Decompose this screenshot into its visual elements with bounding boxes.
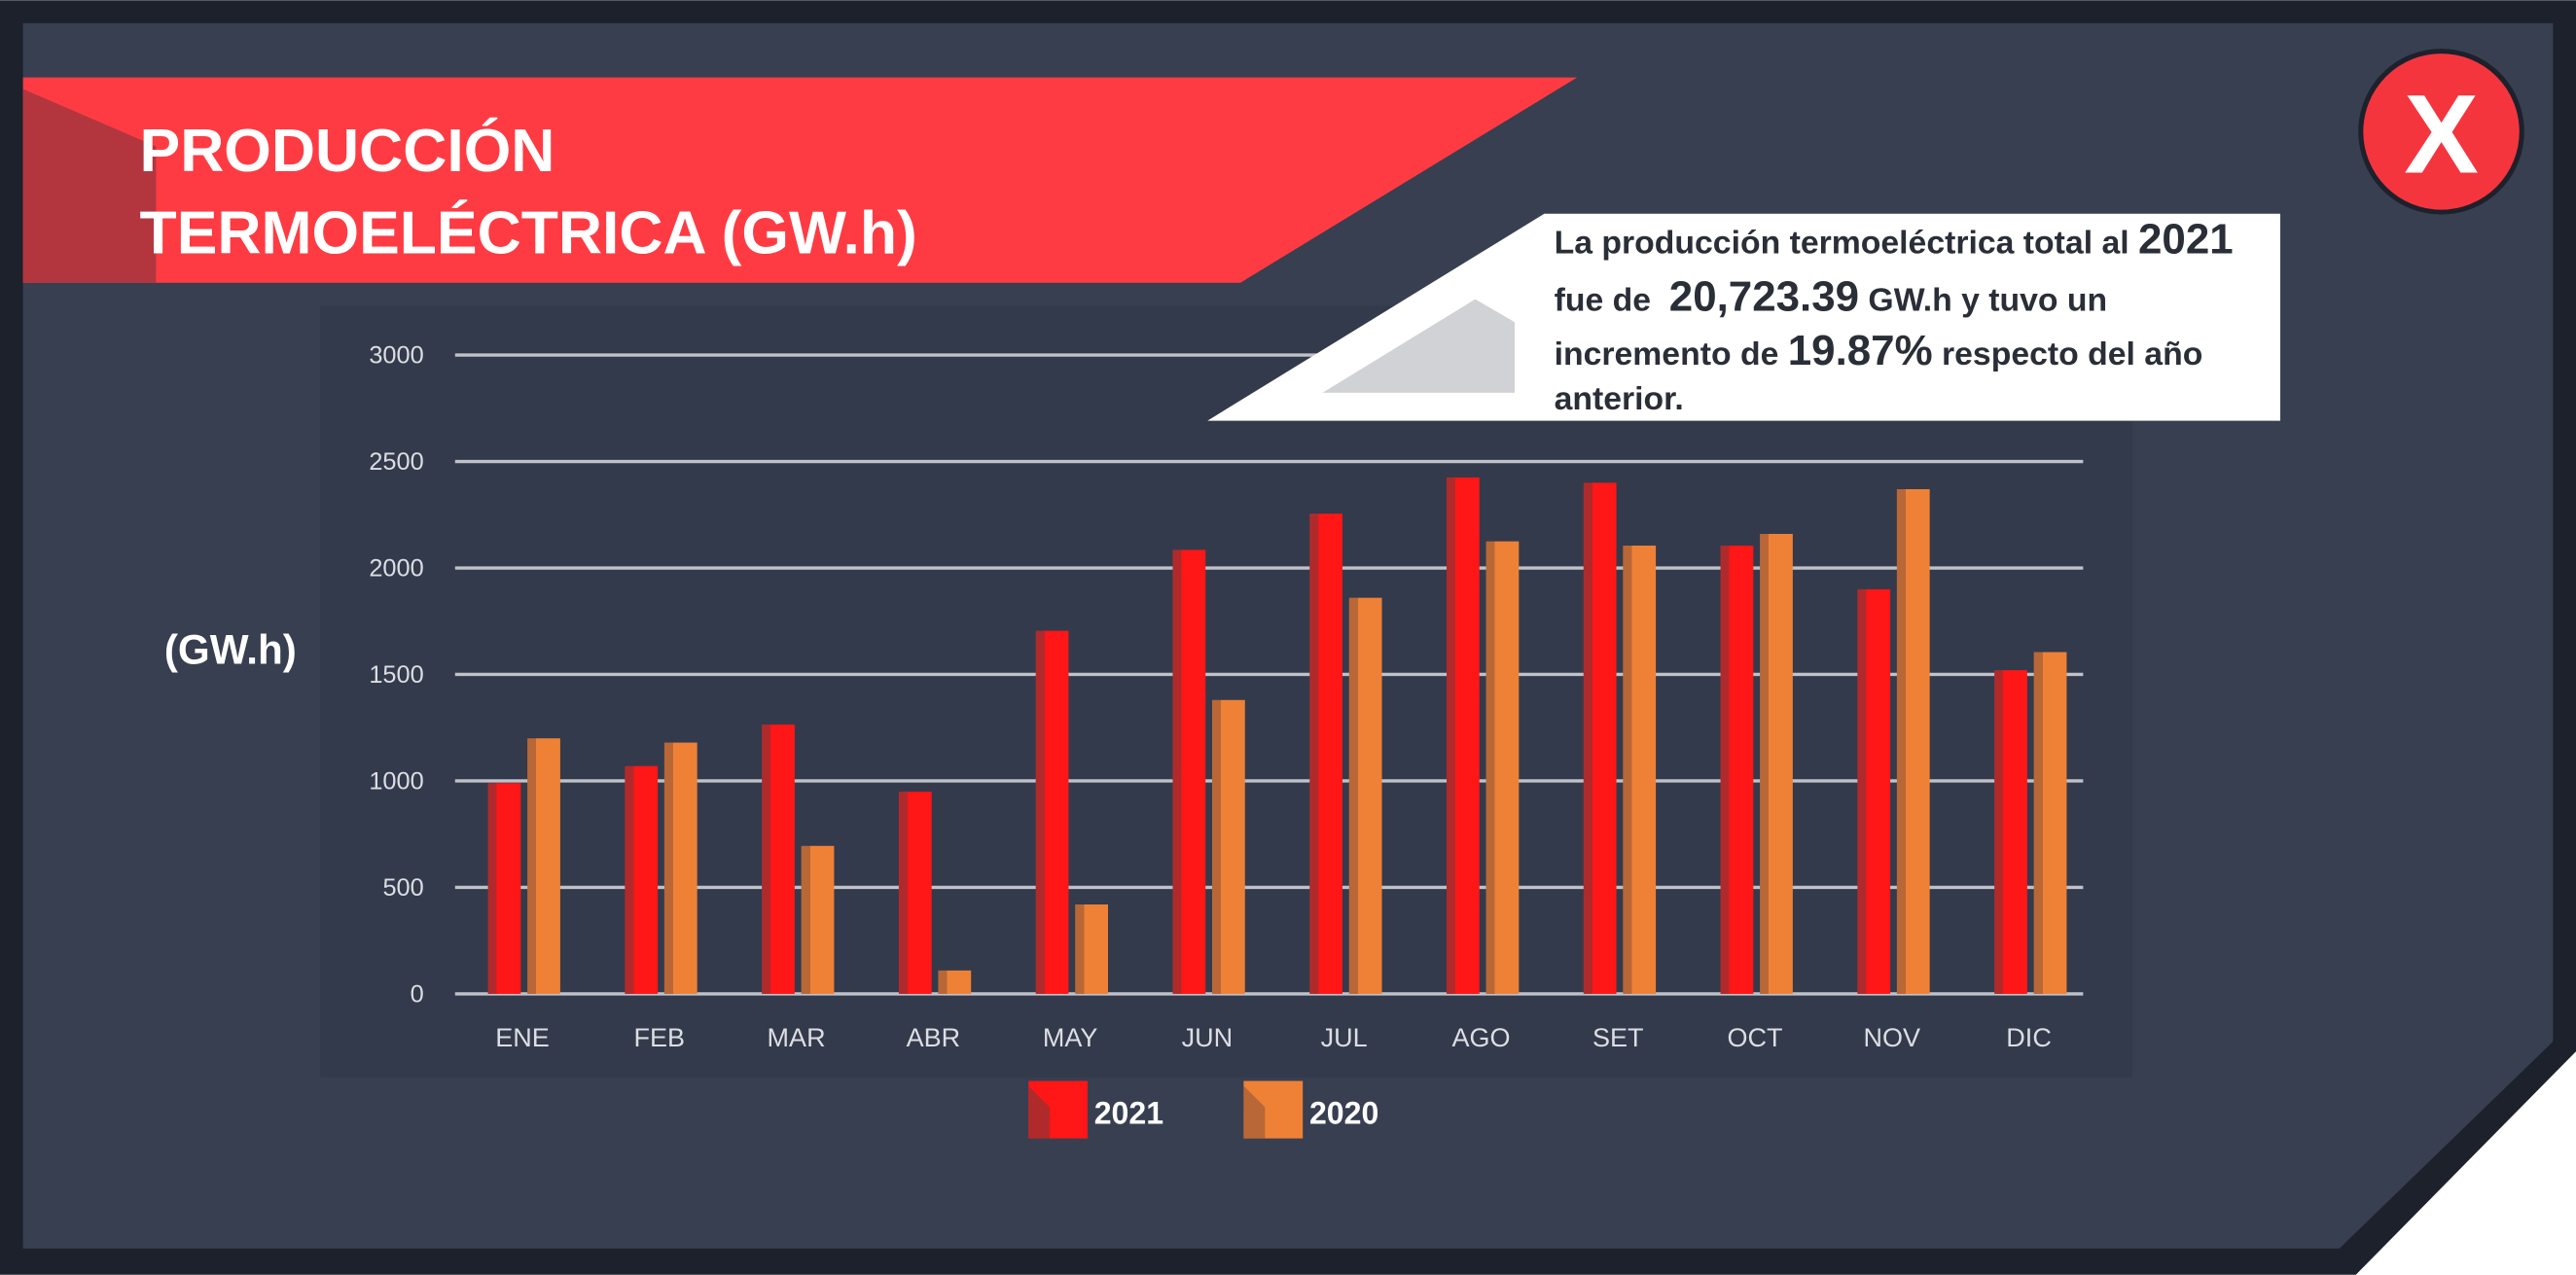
banner-background xyxy=(22,77,1578,283)
info-callout: La producción termoeléctrica total al 20… xyxy=(1207,213,2281,421)
callout-increase-value: 19.87% xyxy=(1788,327,1933,374)
bar-2021-mar xyxy=(762,724,795,994)
callout-line-3: incremento de 19.87% respecto del año xyxy=(1555,327,2203,374)
bar-2020-mar xyxy=(801,845,835,994)
title-banner: PRODUCCIÓN TERMOELÉCTRICA (GW.h) xyxy=(22,77,1578,283)
x-tick-label: JUN xyxy=(1182,1023,1234,1052)
x-tick-label: MAY xyxy=(1043,1023,1098,1052)
close-button-circle[interactable] xyxy=(2358,49,2524,215)
callout-decoration xyxy=(1322,299,1516,393)
y-tick-label: 2500 xyxy=(369,448,423,476)
bar-2020-ene xyxy=(527,738,560,994)
bar-2020-set xyxy=(1623,546,1657,994)
bar-2021-ene xyxy=(487,783,521,994)
bar-2021-dic xyxy=(1994,670,2027,994)
x-tick-label: ENE xyxy=(495,1023,550,1052)
callout-text: respecto del año xyxy=(1933,336,2203,372)
callout-text: La producción termoeléctrica total al xyxy=(1555,224,2138,261)
bar-2020-nov xyxy=(1896,488,1930,994)
y-tick-label: 500 xyxy=(382,874,423,902)
chart-bars xyxy=(487,477,2067,994)
bar-2020-abr xyxy=(938,970,972,994)
legend-label: 2020 xyxy=(1309,1095,1378,1130)
bar-2020-jul xyxy=(1348,597,1382,994)
callout-text: incremento de xyxy=(1555,336,1788,372)
x-tick-label: OCT xyxy=(1728,1023,1783,1052)
legend-swatch-shade xyxy=(1243,1085,1266,1139)
x-tick-label: JUL xyxy=(1321,1023,1368,1052)
banner-accent xyxy=(22,89,157,283)
x-tick-label: ABR xyxy=(907,1023,961,1052)
x-tick-label: SET xyxy=(1592,1023,1644,1052)
y-tick-label: 2000 xyxy=(369,554,423,582)
chart-legend: 2021 2020 xyxy=(1028,1080,1378,1139)
callout-line-1: La producción termoeléctrica total al 20… xyxy=(1555,215,2234,263)
page-title-line-1: PRODUCCIÓN xyxy=(140,117,555,185)
y-tick-label: 1000 xyxy=(369,767,423,795)
x-tick-label: FEB xyxy=(634,1023,686,1052)
x-tick-label: MAR xyxy=(768,1023,826,1052)
x-tick-label: NOV xyxy=(1864,1023,1921,1052)
legend-item-2021: 2021 xyxy=(1028,1080,1163,1139)
page-title-line-2: TERMOELÉCTRICA (GW.h) xyxy=(140,198,917,266)
legend-swatch-shade xyxy=(1028,1085,1051,1139)
y-tick-label: 0 xyxy=(411,980,424,1008)
bar-2021-jul xyxy=(1309,514,1342,994)
bar-2021-feb xyxy=(625,765,659,994)
bar-2020-dic xyxy=(2033,652,2067,994)
close-button[interactable]: X xyxy=(2358,49,2524,215)
bar-2020-feb xyxy=(663,742,698,994)
close-icon[interactable]: X xyxy=(2404,73,2479,197)
x-tick-label: AGO xyxy=(1451,1023,1510,1052)
bar-2020-may xyxy=(1075,903,1108,994)
x-axis: ENE FEB MAR ABR MAY JUN JUL AGO SET OCT NOV DIC xyxy=(495,1023,2052,1052)
y-axis-label: (GW.h) xyxy=(164,627,297,673)
callout-year: 2021 xyxy=(2138,215,2234,263)
bar-2020-oct xyxy=(1760,533,1793,994)
bar-2021-may xyxy=(1035,630,1069,994)
bar-2020-jun xyxy=(1211,699,1245,994)
callout-text: fue de xyxy=(1555,281,1669,318)
callout-line-2: fue de 20,723.39 GW.h y tuvo un xyxy=(1555,272,2108,320)
callout-line-4: anterior. xyxy=(1555,380,1684,417)
bar-2021-set xyxy=(1583,482,1617,994)
x-tick-label: DIC xyxy=(2006,1023,2052,1052)
bar-2021-ago xyxy=(1447,477,1480,994)
callout-total-value: 20,723.39 xyxy=(1669,272,1859,320)
chart-grid: 0 500 1000 1500 2000 2500 3000 xyxy=(369,341,2084,1008)
y-tick-label: 3000 xyxy=(369,341,423,369)
bar-2021-oct xyxy=(1720,546,1754,994)
bar-2021-jun xyxy=(1172,549,1206,994)
legend-label: 2021 xyxy=(1094,1095,1163,1130)
bar-2020-ago xyxy=(1485,541,1520,994)
bar-2021-abr xyxy=(898,791,932,994)
callout-text: GW.h y tuvo un xyxy=(1859,281,2107,318)
y-tick-label: 1500 xyxy=(369,661,423,689)
bar-2021-nov xyxy=(1857,588,1891,994)
legend-item-2020: 2020 xyxy=(1243,1080,1378,1139)
